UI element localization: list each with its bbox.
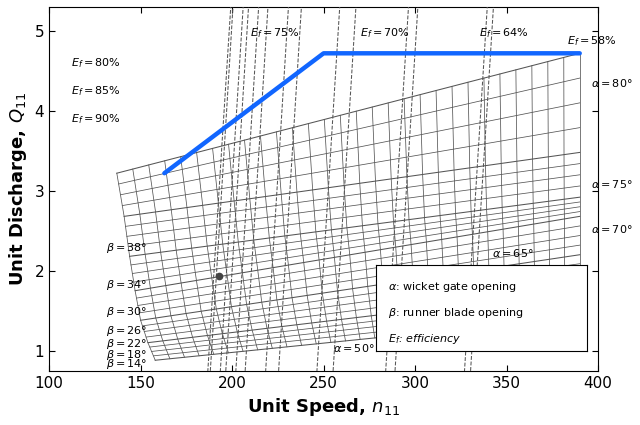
- Text: $\beta = 14°$: $\beta = 14°$: [106, 357, 147, 371]
- Text: $\alpha = 75°$: $\alpha = 75°$: [591, 178, 632, 190]
- Text: $E_f = 85\%$: $E_f = 85\%$: [71, 84, 121, 98]
- Text: $\alpha = 80°$: $\alpha = 80°$: [591, 77, 632, 89]
- X-axis label: Unit Speed, $n_{11}$: Unit Speed, $n_{11}$: [247, 396, 400, 418]
- Text: $\beta = 38°$: $\beta = 38°$: [106, 241, 147, 255]
- Text: $E_f = 90\%$: $E_f = 90\%$: [71, 112, 121, 126]
- Text: $\beta = 30°$: $\beta = 30°$: [106, 305, 147, 319]
- Text: $\alpha = 50°$: $\alpha = 50°$: [333, 342, 374, 354]
- Text: $\beta = 34°$: $\beta = 34°$: [106, 278, 147, 292]
- Y-axis label: Unit Discharge, $Q_{11}$: Unit Discharge, $Q_{11}$: [7, 92, 29, 286]
- Text: $E_f = 64\%$: $E_f = 64\%$: [479, 26, 529, 40]
- Text: $E_f = 80\%$: $E_f = 80\%$: [71, 56, 121, 70]
- Text: $\alpha = 55°$: $\alpha = 55°$: [384, 318, 426, 330]
- Text: $\beta = 18°$: $\beta = 18°$: [106, 348, 147, 363]
- Text: $\alpha = 70°$: $\alpha = 70°$: [591, 223, 632, 235]
- Text: $\alpha = 65°$: $\alpha = 65°$: [492, 247, 534, 259]
- Text: $E_f = 58\%$: $E_f = 58\%$: [567, 34, 617, 48]
- Text: $\beta = 22°$: $\beta = 22°$: [106, 337, 147, 351]
- Text: $\alpha = 60°$: $\alpha = 60°$: [452, 285, 493, 297]
- Text: $E_f = 70\%$: $E_f = 70\%$: [360, 26, 410, 40]
- Text: $E_f = 75\%$: $E_f = 75\%$: [250, 26, 300, 40]
- Text: $\beta = 26°$: $\beta = 26°$: [106, 324, 147, 338]
